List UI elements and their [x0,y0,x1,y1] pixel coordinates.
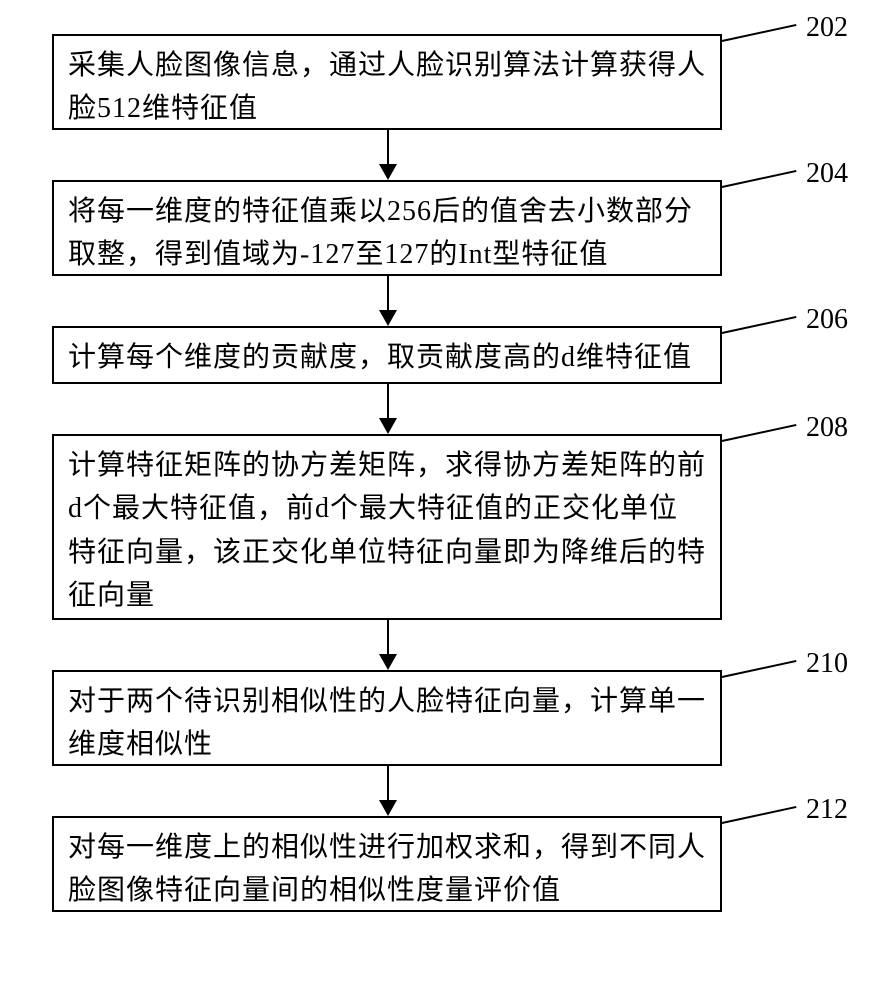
step-text: 对每一维度上的相似性进行加权求和，得到不同人脸图像特征向量间的相似性度量评价值 [68,832,706,906]
leader-line [722,170,796,188]
leader-line [722,424,796,442]
arrow-head-icon [379,654,397,670]
step-box-208: 计算特征矩阵的协方差矩阵，求得协方差矩阵的前d个最大特征值，前d个最大特征值的正… [52,434,722,620]
leader-line [722,316,796,334]
arrow-head-icon [379,418,397,434]
step-text: 计算特征矩阵的协方差矩阵，求得协方差矩阵的前d个最大特征值，前d个最大特征值的正… [68,450,706,611]
step-label-210: 210 [806,648,848,680]
arrow-head-icon [379,800,397,816]
step-label-202: 202 [806,12,848,44]
arrow-head-icon [379,164,397,180]
step-text: 对于两个待识别相似性的人脸特征向量，计算单一维度相似性 [68,686,706,760]
step-box-212: 对每一维度上的相似性进行加权求和，得到不同人脸图像特征向量间的相似性度量评价值 [52,816,722,912]
step-box-204: 将每一维度的特征值乘以256后的值舍去小数部分取整，得到值域为-127至127的… [52,180,722,276]
step-box-202: 采集人脸图像信息，通过人脸识别算法计算获得人脸512维特征值 [52,34,722,130]
step-label-208: 208 [806,412,848,444]
step-label-206: 206 [806,304,848,336]
step-text: 计算每个维度的贡献度，取贡献度高的d维特征值 [68,342,692,373]
leader-line [722,806,796,824]
arrow-shaft [387,620,389,654]
step-label-212: 212 [806,794,848,826]
step-text: 采集人脸图像信息，通过人脸识别算法计算获得人脸512维特征值 [68,50,706,124]
arrow-head-icon [379,310,397,326]
arrow-shaft [387,276,389,310]
flowchart-canvas: 采集人脸图像信息，通过人脸识别算法计算获得人脸512维特征值 202 将每一维度的特… [0,0,887,1000]
leader-line [722,24,796,42]
arrow-shaft [387,384,389,418]
step-box-210: 对于两个待识别相似性的人脸特征向量，计算单一维度相似性 [52,670,722,766]
step-label-204: 204 [806,158,848,190]
leader-line [722,660,796,678]
step-box-206: 计算每个维度的贡献度，取贡献度高的d维特征值 [52,326,722,384]
arrow-shaft [387,766,389,800]
step-text: 将每一维度的特征值乘以256后的值舍去小数部分取整，得到值域为-127至127的… [68,196,693,270]
arrow-shaft [387,130,389,164]
